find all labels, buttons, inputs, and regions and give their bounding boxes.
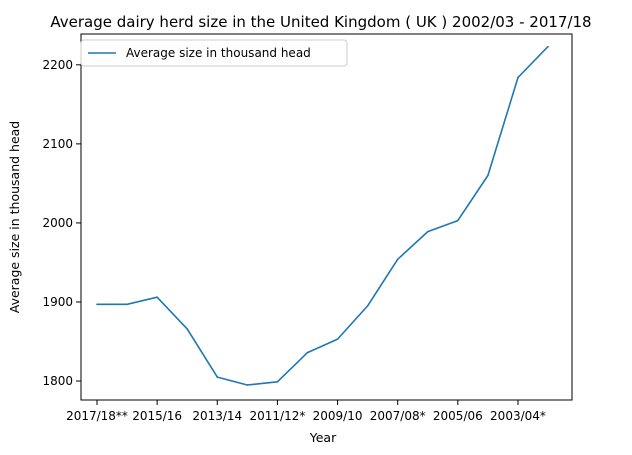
series-line <box>97 46 549 386</box>
legend: Average size in thousand head <box>80 39 348 67</box>
data-point <box>426 230 429 233</box>
x-tick-label: 2003/04* <box>490 409 546 423</box>
data-point <box>457 219 459 222</box>
y-tick-label: 2100 <box>42 137 73 151</box>
x-tick-label: 2007/08* <box>370 409 426 423</box>
data-point <box>396 258 399 261</box>
data-point <box>246 384 249 386</box>
data-point <box>336 338 339 340</box>
plot-frame <box>80 33 573 401</box>
legend-box <box>80 39 348 67</box>
y-axis: 1800 1900 2000 2100 2200 <box>42 58 81 388</box>
data-point <box>186 328 189 330</box>
y-tick-label: 1900 <box>42 295 73 309</box>
x-tick-label: 2011/12* <box>249 409 305 423</box>
data-point <box>547 45 549 48</box>
data-point <box>216 376 219 378</box>
x-tick-label: 2017/18** <box>66 409 128 423</box>
plot-area <box>81 34 572 400</box>
x-axis: 2017/18** 2015/16 2013/14 2011/12* 2009/10 20… <box>66 400 546 423</box>
x-tick-label: 2005/06 <box>433 409 483 423</box>
data-point <box>156 296 158 299</box>
data-point <box>96 303 98 306</box>
data-point <box>276 381 279 383</box>
data-point <box>366 305 369 307</box>
data-point <box>126 303 128 306</box>
y-tick-label: 2000 <box>42 216 73 230</box>
data-point <box>306 351 309 354</box>
chart-title: Average dairy herd size in the United Ki… <box>50 13 591 31</box>
y-tick-label: 1800 <box>42 374 73 388</box>
legend-label: Average size in thousand head <box>126 46 311 60</box>
x-axis-label: Year <box>309 430 337 445</box>
x-tick-label: 2009/10 <box>313 409 363 423</box>
y-tick-label: 2200 <box>42 58 73 72</box>
x-tick-label: 2015/16 <box>132 409 182 423</box>
y-axis-label: Average size in thousand head <box>7 121 22 314</box>
x-tick-label: 2013/14 <box>192 409 242 423</box>
data-point <box>487 174 489 177</box>
series-layer <box>96 45 549 386</box>
data-point <box>517 76 519 79</box>
